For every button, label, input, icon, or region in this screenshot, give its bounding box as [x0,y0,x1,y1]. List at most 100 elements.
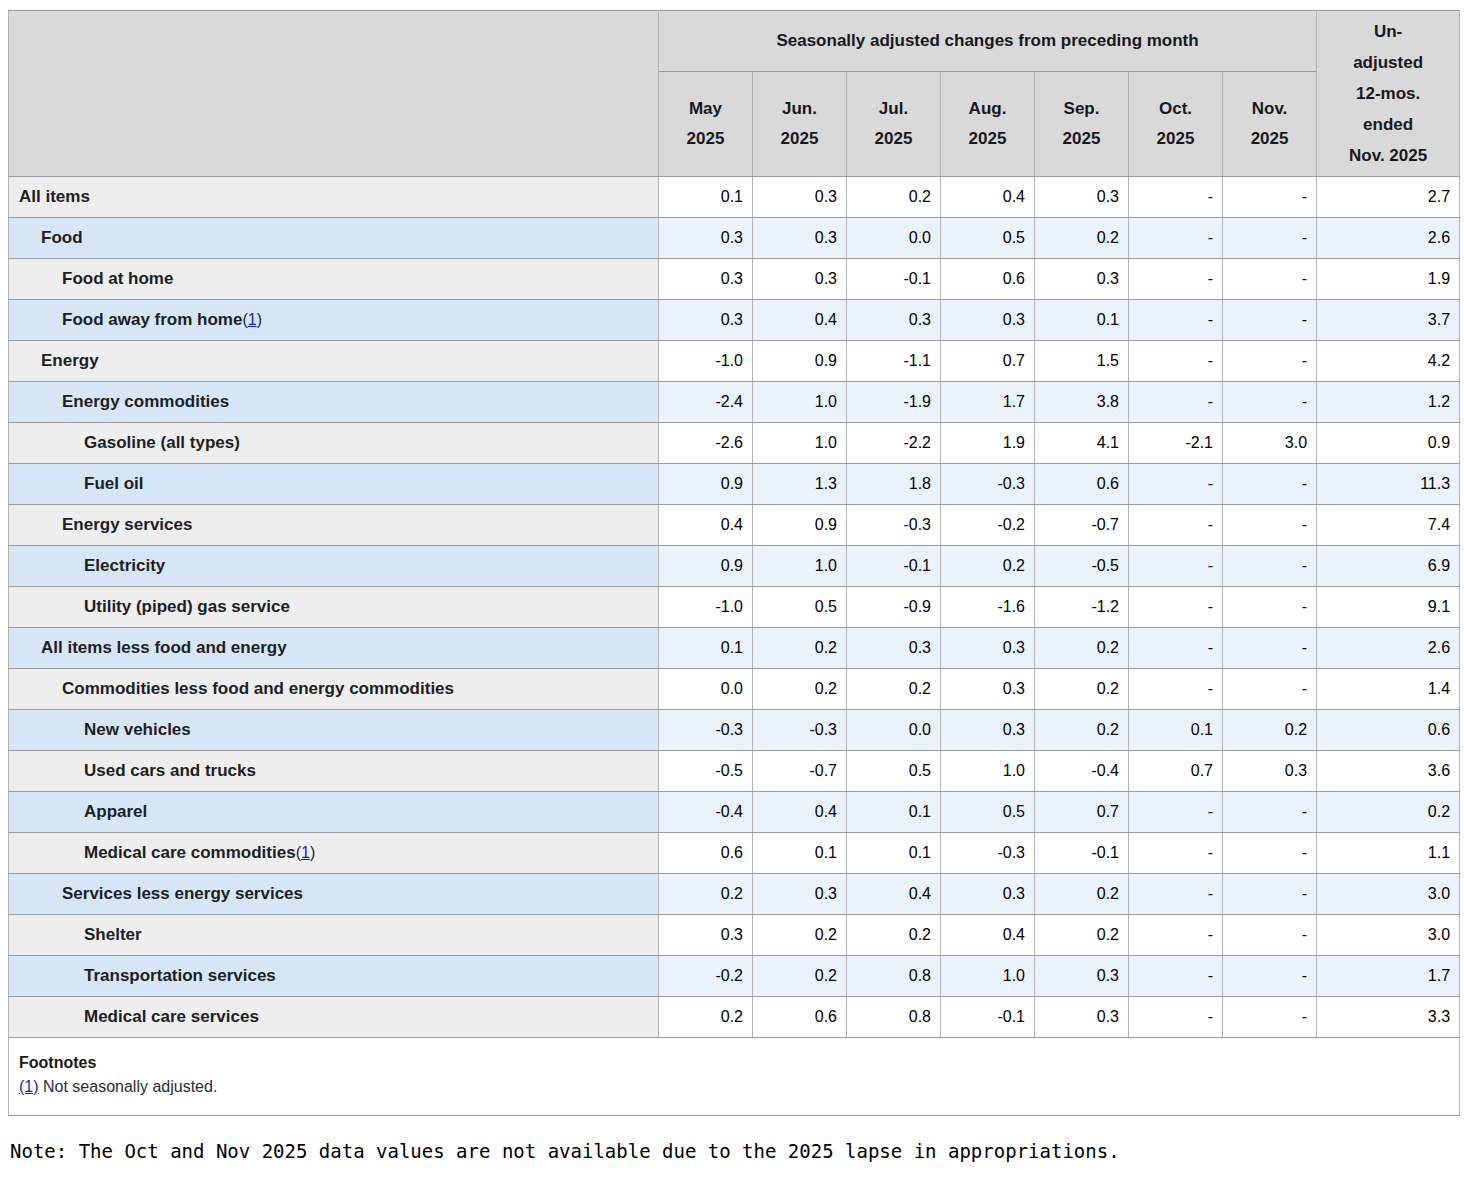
data-cell: 0.6 [659,833,753,874]
footnote-ref-link[interactable]: (1) [19,1078,39,1095]
row-label-text: All items less food and energy [41,638,287,657]
cpi-table: Seasonally adjusted changes from precedi… [8,10,1460,1116]
data-cell: 0.2 [847,669,941,710]
unadjusted-value-cell: 3.0 [1317,915,1460,956]
data-cell: 0.3 [753,259,847,300]
unadjusted-header-line: Un- [1374,22,1402,41]
data-cell: - [1223,341,1317,382]
data-cell: 0.3 [753,874,847,915]
table-row: Energy services0.40.9-0.3-0.2-0.7--7.4 [9,505,1460,546]
unadjusted-value-cell: 0.2 [1317,792,1460,833]
data-cell: - [1223,546,1317,587]
table-row: Energy commodities-2.41.0-1.91.73.8--1.2 [9,382,1460,423]
data-cell: 0.2 [1223,710,1317,751]
table-row: Apparel-0.40.40.10.50.7--0.2 [9,792,1460,833]
unadjusted-header-line: Nov. 2025 [1349,146,1427,165]
row-label-text: Food at home [62,269,173,288]
unadjusted-value-cell: 7.4 [1317,505,1460,546]
data-cell: -0.4 [1035,751,1129,792]
data-cell: -0.4 [659,792,753,833]
data-cell: 0.2 [1035,218,1129,259]
data-cell: -1.1 [847,341,941,382]
data-cell: 0.4 [753,300,847,341]
data-cell: - [1129,792,1223,833]
data-cell: 0.3 [659,259,753,300]
column-header: May2025 [659,72,753,177]
unadjusted-value-cell: 6.9 [1317,546,1460,587]
data-cell: 0.3 [659,218,753,259]
data-cell: 0.9 [659,546,753,587]
data-cell: 0.1 [659,177,753,218]
column-header: Aug.2025 [941,72,1035,177]
data-cell: - [1223,792,1317,833]
column-header-year: 2025 [1251,129,1289,148]
data-cell: 1.0 [753,423,847,464]
row-label-text: Services less energy services [62,884,303,903]
row-label: Energy services [9,505,659,546]
footnotes-cell: Footnotes (1) Not seasonally adjusted. [9,1038,1460,1116]
row-label: Food [9,218,659,259]
table-row: Medical care services0.20.60.8-0.10.3--3… [9,997,1460,1038]
footnotes-heading: Footnotes [19,1054,1449,1072]
table-row: Electricity0.91.0-0.10.2-0.5--6.9 [9,546,1460,587]
table-row: Commodities less food and energy commodi… [9,669,1460,710]
data-cell: -2.2 [847,423,941,464]
data-cell: -0.1 [1035,833,1129,874]
data-cell: 0.3 [659,915,753,956]
data-cell: -0.2 [941,505,1035,546]
unadjusted-value-cell: 1.2 [1317,382,1460,423]
table-body: All items0.10.30.20.40.3--2.7Food0.30.30… [9,177,1460,1038]
data-cell: 0.4 [847,874,941,915]
data-cell: 0.7 [941,341,1035,382]
table-row: Medical care commodities(1)0.60.10.1-0.3… [9,833,1460,874]
data-cell: - [1223,915,1317,956]
data-cell: 0.1 [1035,300,1129,341]
unadjusted-value-cell: 2.6 [1317,628,1460,669]
table-footer: Footnotes (1) Not seasonally adjusted. [9,1038,1460,1116]
data-cell: -0.1 [847,259,941,300]
data-cell: -0.3 [941,464,1035,505]
data-cell: - [1223,997,1317,1038]
data-cell: 0.7 [1035,792,1129,833]
data-cell: 1.0 [941,751,1035,792]
row-label: Electricity [9,546,659,587]
data-cell: -0.5 [659,751,753,792]
data-cell: 0.3 [847,300,941,341]
row-label: Food at home [9,259,659,300]
data-cell: 0.3 [1035,956,1129,997]
table-row: Energy-1.00.9-1.10.71.5--4.2 [9,341,1460,382]
corner-header-cell [9,11,659,177]
data-cell: - [1129,341,1223,382]
data-cell: - [1223,628,1317,669]
footnote-link[interactable]: 1 [248,311,257,328]
page: Seasonally adjusted changes from precedi… [0,0,1464,1178]
data-cell: 0.3 [659,300,753,341]
data-cell: 0.5 [847,751,941,792]
data-cell: -0.1 [941,997,1035,1038]
data-cell: 0.3 [753,218,847,259]
data-cell: -2.6 [659,423,753,464]
data-cell: 0.2 [753,669,847,710]
table-row: Used cars and trucks-0.5-0.70.51.0-0.40.… [9,751,1460,792]
table-header: Seasonally adjusted changes from precedi… [9,11,1460,177]
data-cell: 0.2 [1035,710,1129,751]
data-cell: 0.2 [753,956,847,997]
data-cell: 0.3 [941,628,1035,669]
row-label-text: New vehicles [84,720,191,739]
data-cell: - [1129,464,1223,505]
data-cell: - [1223,833,1317,874]
row-label-text: Fuel oil [84,474,144,493]
data-cell: 0.3 [847,628,941,669]
data-cell: 0.1 [847,833,941,874]
row-label-text: Used cars and trucks [84,761,256,780]
row-label: Food away from home(1) [9,300,659,341]
note-text: Note: The Oct and Nov 2025 data values a… [10,1140,1464,1162]
data-cell: 0.3 [941,300,1035,341]
data-cell: - [1223,956,1317,997]
column-header-year: 2025 [969,129,1007,148]
data-cell: 3.8 [1035,382,1129,423]
table-row: Fuel oil0.91.31.8-0.30.6--11.3 [9,464,1460,505]
data-cell: 0.6 [941,259,1035,300]
footnote-link[interactable]: 1 [301,844,310,861]
data-cell: 0.8 [847,956,941,997]
